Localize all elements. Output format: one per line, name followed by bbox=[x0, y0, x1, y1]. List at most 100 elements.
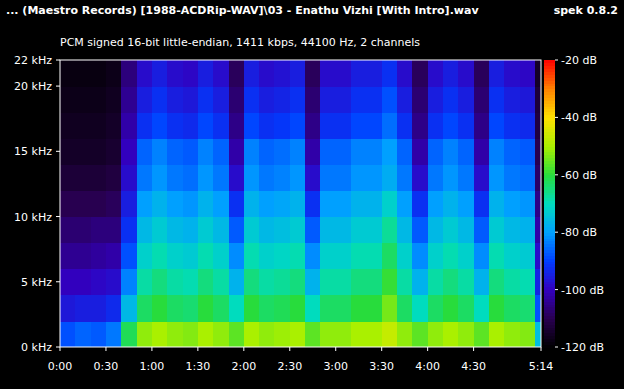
cell bbox=[336, 269, 352, 296]
cell bbox=[458, 217, 474, 244]
cell bbox=[351, 60, 367, 87]
cell bbox=[259, 164, 275, 191]
cell bbox=[91, 269, 107, 296]
cell bbox=[137, 112, 153, 139]
cell bbox=[167, 60, 183, 87]
x-tick bbox=[105, 347, 106, 351]
cell bbox=[443, 86, 459, 113]
cell bbox=[535, 295, 541, 322]
color-bar bbox=[544, 60, 555, 348]
cell bbox=[428, 321, 444, 347]
cell bbox=[351, 190, 367, 217]
x-tick-label: 4:00 bbox=[415, 360, 440, 373]
cell bbox=[535, 112, 541, 139]
cell bbox=[382, 164, 398, 191]
cell bbox=[305, 243, 321, 270]
title: ... (Maestro Records) [1988-ACDRip-WAV]\… bbox=[6, 4, 479, 17]
cell bbox=[167, 321, 183, 347]
cell bbox=[366, 112, 382, 139]
color-tick bbox=[555, 289, 558, 290]
cell bbox=[412, 190, 428, 217]
cell bbox=[535, 269, 541, 296]
cell bbox=[336, 217, 352, 244]
cell bbox=[520, 164, 536, 191]
cell bbox=[290, 321, 306, 347]
y-tick bbox=[56, 216, 60, 217]
cell bbox=[229, 269, 245, 296]
cell bbox=[198, 269, 214, 296]
cell bbox=[106, 86, 122, 113]
cell bbox=[305, 138, 321, 165]
cell bbox=[443, 243, 459, 270]
cell bbox=[75, 86, 91, 113]
cell bbox=[91, 60, 107, 87]
cell bbox=[535, 190, 541, 217]
cell bbox=[351, 86, 367, 113]
cell bbox=[183, 138, 199, 165]
cell bbox=[274, 269, 290, 296]
cell bbox=[520, 321, 536, 347]
cell bbox=[474, 60, 490, 87]
cell bbox=[229, 112, 245, 139]
cell bbox=[412, 112, 428, 139]
color-bar-segment bbox=[544, 60, 555, 63]
cell bbox=[244, 243, 260, 270]
cell bbox=[91, 138, 107, 165]
cell bbox=[91, 243, 107, 270]
cell bbox=[60, 217, 76, 244]
cell bbox=[244, 112, 260, 139]
cell bbox=[183, 217, 199, 244]
cell bbox=[290, 217, 306, 244]
cell bbox=[152, 217, 168, 244]
cell bbox=[121, 164, 137, 191]
cell bbox=[520, 243, 536, 270]
cell bbox=[320, 269, 336, 296]
cell bbox=[137, 321, 153, 347]
cell bbox=[366, 190, 382, 217]
cell bbox=[351, 138, 367, 165]
cell bbox=[152, 86, 168, 113]
cell bbox=[290, 138, 306, 165]
cell bbox=[244, 217, 260, 244]
cell bbox=[198, 164, 214, 191]
cell bbox=[336, 138, 352, 165]
cell bbox=[229, 164, 245, 191]
cell bbox=[137, 138, 153, 165]
cell bbox=[274, 138, 290, 165]
x-tick bbox=[427, 347, 428, 351]
cell bbox=[167, 190, 183, 217]
cell bbox=[183, 86, 199, 113]
cell bbox=[458, 243, 474, 270]
cell bbox=[259, 269, 275, 296]
cell bbox=[213, 243, 229, 270]
cell bbox=[91, 86, 107, 113]
cell bbox=[382, 190, 398, 217]
cell bbox=[60, 164, 76, 191]
cell bbox=[397, 112, 413, 139]
spectrogram-chart: ... (Maestro Records) [1988-ACDRip-WAV]\… bbox=[0, 0, 624, 389]
cell bbox=[474, 295, 490, 322]
cell bbox=[183, 269, 199, 296]
cell bbox=[91, 164, 107, 191]
y-tick bbox=[56, 86, 60, 87]
x-tick bbox=[243, 347, 244, 351]
cell bbox=[489, 321, 505, 347]
cell bbox=[320, 321, 336, 347]
cell bbox=[152, 138, 168, 165]
cell bbox=[412, 138, 428, 165]
cell bbox=[351, 243, 367, 270]
cell bbox=[75, 243, 91, 270]
cell bbox=[443, 217, 459, 244]
cell bbox=[290, 190, 306, 217]
cell bbox=[183, 190, 199, 217]
cell bbox=[167, 295, 183, 322]
color-tick bbox=[555, 117, 558, 118]
cells bbox=[60, 60, 541, 347]
cell bbox=[213, 112, 229, 139]
cell bbox=[75, 269, 91, 296]
cell bbox=[75, 112, 91, 139]
cell bbox=[60, 295, 76, 322]
cell bbox=[106, 295, 122, 322]
cell bbox=[504, 86, 520, 113]
cell bbox=[443, 60, 459, 87]
